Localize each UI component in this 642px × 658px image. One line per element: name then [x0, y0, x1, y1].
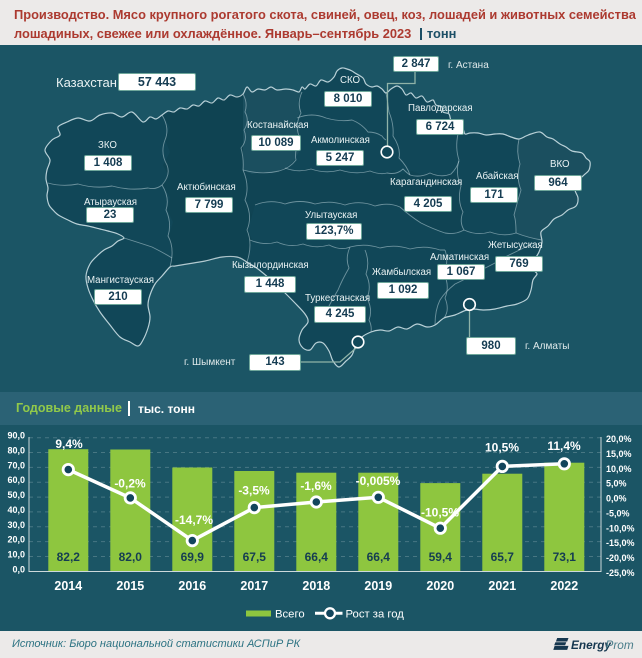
svg-text:5,0%: 5,0%: [606, 479, 627, 489]
svg-text:-0,2%: -0,2%: [114, 477, 146, 491]
svg-text:-15,0%: -15,0%: [606, 538, 635, 548]
svg-text:-20,0%: -20,0%: [606, 553, 635, 563]
svg-text:2018: 2018: [302, 579, 330, 593]
svg-text:66,4: 66,4: [367, 550, 391, 564]
svg-text:-25,0%: -25,0%: [606, 568, 635, 578]
svg-text:80,0: 80,0: [7, 446, 25, 456]
svg-text:20,0: 20,0: [7, 535, 25, 545]
svg-text:70,0: 70,0: [7, 460, 25, 470]
svg-text:67,5: 67,5: [243, 550, 267, 564]
svg-text:82,0: 82,0: [119, 550, 143, 564]
svg-text:2015: 2015: [116, 579, 144, 593]
svg-text:0,0: 0,0: [12, 564, 25, 574]
svg-text:2020: 2020: [426, 579, 454, 593]
svg-text:2022: 2022: [550, 579, 578, 593]
svg-text:10,5%: 10,5%: [485, 441, 519, 455]
svg-text:11,4%: 11,4%: [547, 439, 581, 453]
svg-text:60,0: 60,0: [7, 475, 25, 485]
svg-text:10,0%: 10,0%: [606, 464, 632, 474]
svg-text:30,0: 30,0: [7, 520, 25, 530]
svg-text:-10,5%: -10,5%: [421, 506, 459, 520]
svg-text:Prom: Prom: [606, 638, 634, 652]
svg-text:-5,0%: -5,0%: [606, 508, 630, 518]
svg-text:Рост за год: Рост за год: [346, 608, 405, 620]
svg-text:90,0: 90,0: [7, 431, 25, 441]
svg-text:2021: 2021: [488, 579, 516, 593]
svg-text:15,0%: 15,0%: [606, 449, 632, 459]
svg-text:2019: 2019: [364, 579, 392, 593]
svg-text:40,0: 40,0: [7, 505, 25, 515]
svg-text:-3,5%: -3,5%: [238, 484, 270, 498]
svg-text:-10,0%: -10,0%: [606, 523, 635, 533]
svg-text:0,0%: 0,0%: [606, 494, 627, 504]
svg-text:2014: 2014: [54, 579, 82, 593]
svg-text:82,2: 82,2: [57, 550, 81, 564]
svg-text:2017: 2017: [240, 579, 268, 593]
svg-text:69,9: 69,9: [181, 550, 205, 564]
svg-text:59,4: 59,4: [429, 550, 453, 564]
svg-text:9,4%: 9,4%: [55, 437, 83, 451]
svg-text:-14,7%: -14,7%: [175, 513, 213, 527]
svg-text:10,0: 10,0: [7, 550, 25, 560]
svg-text:2016: 2016: [178, 579, 206, 593]
svg-text:66,4: 66,4: [305, 550, 329, 564]
svg-text:Всего: Всего: [275, 608, 305, 620]
svg-text:-1,6%: -1,6%: [300, 479, 332, 493]
svg-text:65,7: 65,7: [491, 550, 515, 564]
svg-text:20,0%: 20,0%: [606, 434, 632, 444]
svg-text:Energy: Energy: [571, 638, 612, 652]
svg-text:50,0: 50,0: [7, 490, 25, 500]
svg-text:73,1: 73,1: [553, 550, 577, 564]
svg-text:-0,005%: -0,005%: [356, 474, 401, 488]
